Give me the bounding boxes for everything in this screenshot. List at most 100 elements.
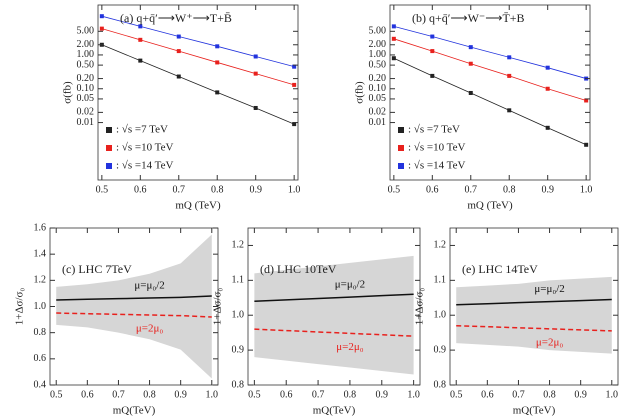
y-tick-label: 1.00 [77,49,95,60]
x-tick-label: 0.6 [81,389,94,400]
series-line [393,38,587,101]
point [468,90,473,95]
point [292,82,297,87]
point [507,108,512,113]
legend-label: : √s =14 TeV [408,160,465,172]
point [176,34,181,39]
point [99,26,104,31]
point [507,73,512,78]
y-tick-label: 0.02 [369,107,387,118]
legend-marker [398,127,404,133]
y-tick-label: 0.02 [77,107,95,118]
series-label: μ=2μ₀ [136,323,163,335]
x-tick-label: 0.6 [280,389,293,400]
point [507,55,512,60]
y-tick-label: 0.6 [34,353,47,364]
series-label: μ=2μ₀ [336,341,363,353]
point [468,61,473,66]
series-line [456,298,612,306]
panel: μ=μ₀/2 μ=2μ₀ 0.5 0.6 0.7 0.8 0.9 1.0 0.8 0.9 1.0 1.… [212,227,421,417]
x-tick-label: 0.6 [426,184,439,195]
chart-title: (b) q+q̄′⟶W⁻⟶T̄+B [412,11,525,25]
x-tick-label: 0.9 [541,184,554,195]
y-tick-label: 0.05 [369,93,387,104]
series-line [101,15,295,68]
x-tick-label: 0.5 [388,184,401,195]
x-axis-label: mQ(TeV) [513,405,556,417]
y-tick-label: 1.00 [369,49,387,60]
plot-frame [449,227,619,386]
y-axis-label: 1+Δσ/σ₀ [414,288,426,326]
x-tick-label: 1.0 [407,389,420,400]
y-tick-label: 0.10 [77,83,95,94]
legend-marker [106,127,112,133]
point [545,65,550,70]
y-tick-label: 0.8 [434,379,447,390]
x-tick-label: 0.6 [481,389,494,400]
y-tick-label: 0.01 [369,117,387,128]
point [430,49,435,54]
series-label: μ=μ₀/2 [134,280,164,292]
x-tick-label: 0.9 [249,184,262,195]
y-tick-label: 1.6 [34,222,47,233]
point [253,105,258,110]
series-line [393,57,587,146]
panel: μ=μ₀/2 μ=2μ₀ 0.5 0.6 0.7 0.8 0.9 1.0 0.8 0.9 1.0 1.… [414,227,619,417]
y-tick-label: 1.4 [34,248,47,259]
x-tick-label: 0.7 [512,389,525,400]
uncertainty-band [456,276,612,354]
x-tick-label: 0.8 [503,184,516,195]
y-axis-label: σ(fb) [354,81,366,104]
series-label: μ=μ₀/2 [335,279,365,291]
point [545,86,550,91]
x-tick-label: 1.0 [288,184,301,195]
panel: μ=μ₀/2 μ=2μ₀ 0.5 0.6 0.7 0.8 0.9 1.0 0.4 0.6 0.8 1.… [14,222,219,417]
y-tick-label: 0.4 [34,379,47,390]
x-axis-label: mQ(TeV) [313,405,356,417]
series-line [254,328,414,337]
x-tick-label: 0.5 [50,389,63,400]
uncertainty-band [254,255,414,375]
y-tick-label: 1.2 [34,275,47,286]
y-tick-label: 0.8 [34,327,47,338]
plot-frame [247,227,421,386]
y-tick-label: 5.00 [77,26,95,37]
y-tick-label: 1.1 [232,275,245,286]
y-axis-label: σ(fb) [62,81,74,104]
legend-marker [398,163,404,169]
legend-marker [398,145,404,151]
chart-title: (c) LHC 7TeV [62,262,132,276]
x-tick-label: 0.8 [143,389,156,400]
x-tick-label: 0.7 [112,389,125,400]
series-label: μ=2μ₀ [536,336,563,348]
y-tick-label: 1.0 [34,301,47,312]
plot-frame [389,4,591,181]
y-tick-label: 0.50 [369,59,387,70]
point [215,90,220,95]
panel: : √s =7 TeV: √s =10 TeV: √s =14 TeV 0.5 0.… [354,4,592,212]
point [215,60,220,65]
point [391,24,396,29]
x-axis-label: mQ (TeV) [467,200,513,212]
x-tick-label: 0.7 [173,184,186,195]
point [253,71,258,76]
series-line [393,25,587,79]
y-tick-label: 2.00 [369,39,387,50]
y-tick-label: 0.8 [232,379,245,390]
x-tick-label: 0.9 [376,389,389,400]
point [391,56,396,61]
y-tick-label: 0.20 [369,73,387,84]
y-tick-label: 0.9 [232,344,245,355]
series-line [101,44,295,125]
point [430,73,435,78]
series-line [56,295,212,301]
point [584,142,589,147]
legend-label: : √s =10 TeV [116,142,173,154]
y-tick-label: 0.9 [434,344,447,355]
x-tick-label: 0.8 [344,389,357,400]
plot-frame [97,4,299,181]
x-tick-label: 0.7 [312,389,325,400]
chart-title: (a) q+q̄′⟶W⁺⟶T+B̄ [120,11,232,25]
